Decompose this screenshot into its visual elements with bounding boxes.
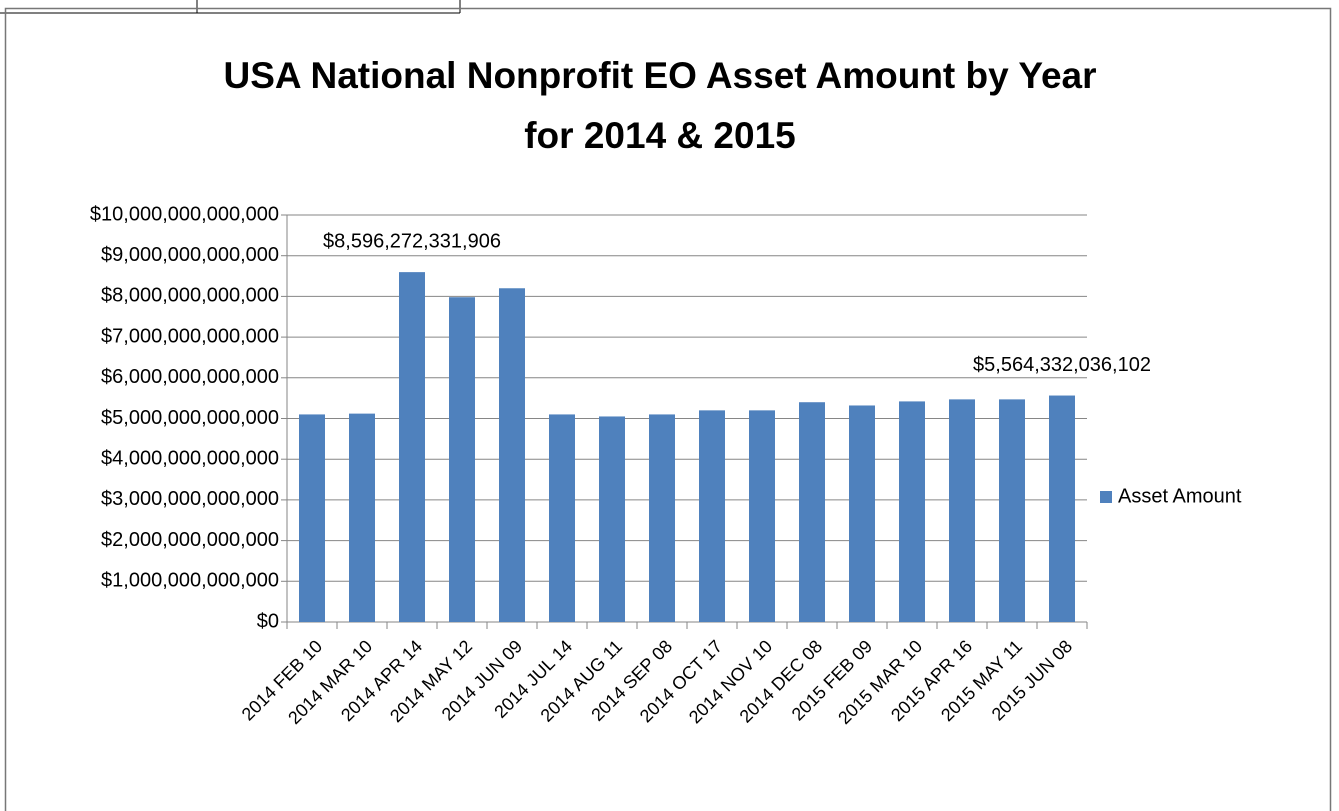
chart-title: USA National Nonprofit EO Asset Amount b… bbox=[223, 55, 1096, 96]
bar bbox=[549, 414, 575, 622]
y-tick-label: $6,000,000,000,000 bbox=[101, 366, 279, 388]
bar bbox=[599, 416, 625, 622]
chart-border bbox=[4, 7, 1332, 811]
y-tick-label: $3,000,000,000,000 bbox=[101, 488, 279, 510]
data-label: $8,596,272,331,906 bbox=[323, 230, 501, 252]
bar bbox=[399, 272, 425, 622]
chart-title: for 2014 & 2015 bbox=[524, 115, 796, 156]
bar bbox=[999, 399, 1025, 622]
bar bbox=[449, 297, 475, 622]
bar bbox=[649, 414, 675, 622]
bar bbox=[499, 288, 525, 622]
bar bbox=[349, 413, 375, 622]
y-tick-label: $1,000,000,000,000 bbox=[101, 570, 279, 592]
y-tick-label: $2,000,000,000,000 bbox=[101, 529, 279, 551]
y-tick-label: $7,000,000,000,000 bbox=[101, 325, 279, 347]
bar bbox=[1049, 395, 1075, 622]
bar bbox=[799, 402, 825, 622]
data-label: $5,564,332,036,102 bbox=[973, 354, 1151, 376]
y-tick-label: $0 bbox=[257, 610, 279, 632]
bar bbox=[699, 410, 725, 622]
bar bbox=[749, 410, 775, 622]
y-tick-label: $5,000,000,000,000 bbox=[101, 407, 279, 429]
bar bbox=[849, 405, 875, 622]
legend-label: Asset Amount bbox=[1118, 485, 1242, 507]
y-tick-label: $10,000,000,000,000 bbox=[90, 203, 279, 225]
y-tick-label: $8,000,000,000,000 bbox=[101, 285, 279, 307]
legend-swatch bbox=[1100, 491, 1112, 503]
bar bbox=[899, 401, 925, 622]
bar bbox=[299, 414, 325, 622]
y-tick-label: $9,000,000,000,000 bbox=[101, 244, 279, 266]
bar bbox=[949, 399, 975, 622]
y-tick-label: $4,000,000,000,000 bbox=[101, 447, 279, 469]
